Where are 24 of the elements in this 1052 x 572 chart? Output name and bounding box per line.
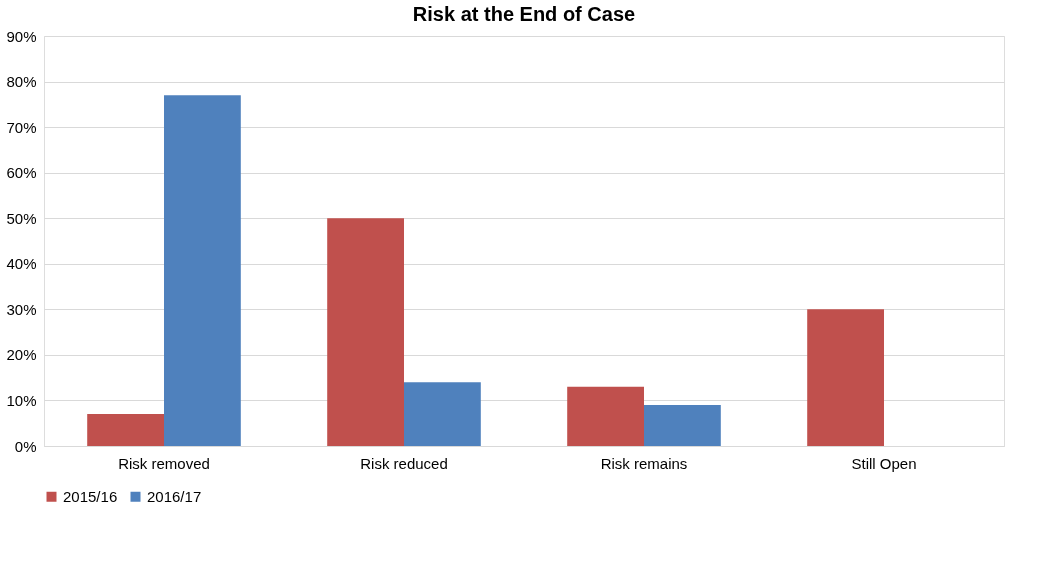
chart-title: Risk at the End of Case	[412, 3, 636, 25]
y-tick-label: 30%	[6, 300, 37, 318]
y-tick-label: 80%	[6, 73, 37, 91]
y-tick-label: 60%	[6, 164, 37, 182]
x-tick-label: Risk removed	[118, 454, 210, 472]
x-tick-label: Still Open	[851, 454, 917, 472]
bar	[644, 405, 721, 446]
bar	[567, 386, 644, 446]
y-tick-label: 20%	[6, 346, 37, 364]
legend-label: 2016/17	[147, 487, 202, 505]
y-tick-label: 90%	[6, 27, 37, 45]
y-tick-label: 40%	[6, 255, 37, 273]
y-tick-label: 50%	[6, 209, 37, 227]
bar	[327, 218, 404, 446]
bar	[404, 382, 481, 446]
y-tick-label: 70%	[6, 118, 37, 136]
bar	[807, 309, 884, 446]
y-tick-label: 10%	[6, 391, 37, 409]
x-tick-label: Risk reduced	[360, 454, 448, 472]
bar	[164, 95, 241, 446]
x-tick-label: Risk remains	[600, 454, 688, 472]
legend-label: 2015/16	[63, 487, 118, 505]
bar	[87, 414, 164, 446]
y-tick-label: 0%	[14, 437, 37, 455]
